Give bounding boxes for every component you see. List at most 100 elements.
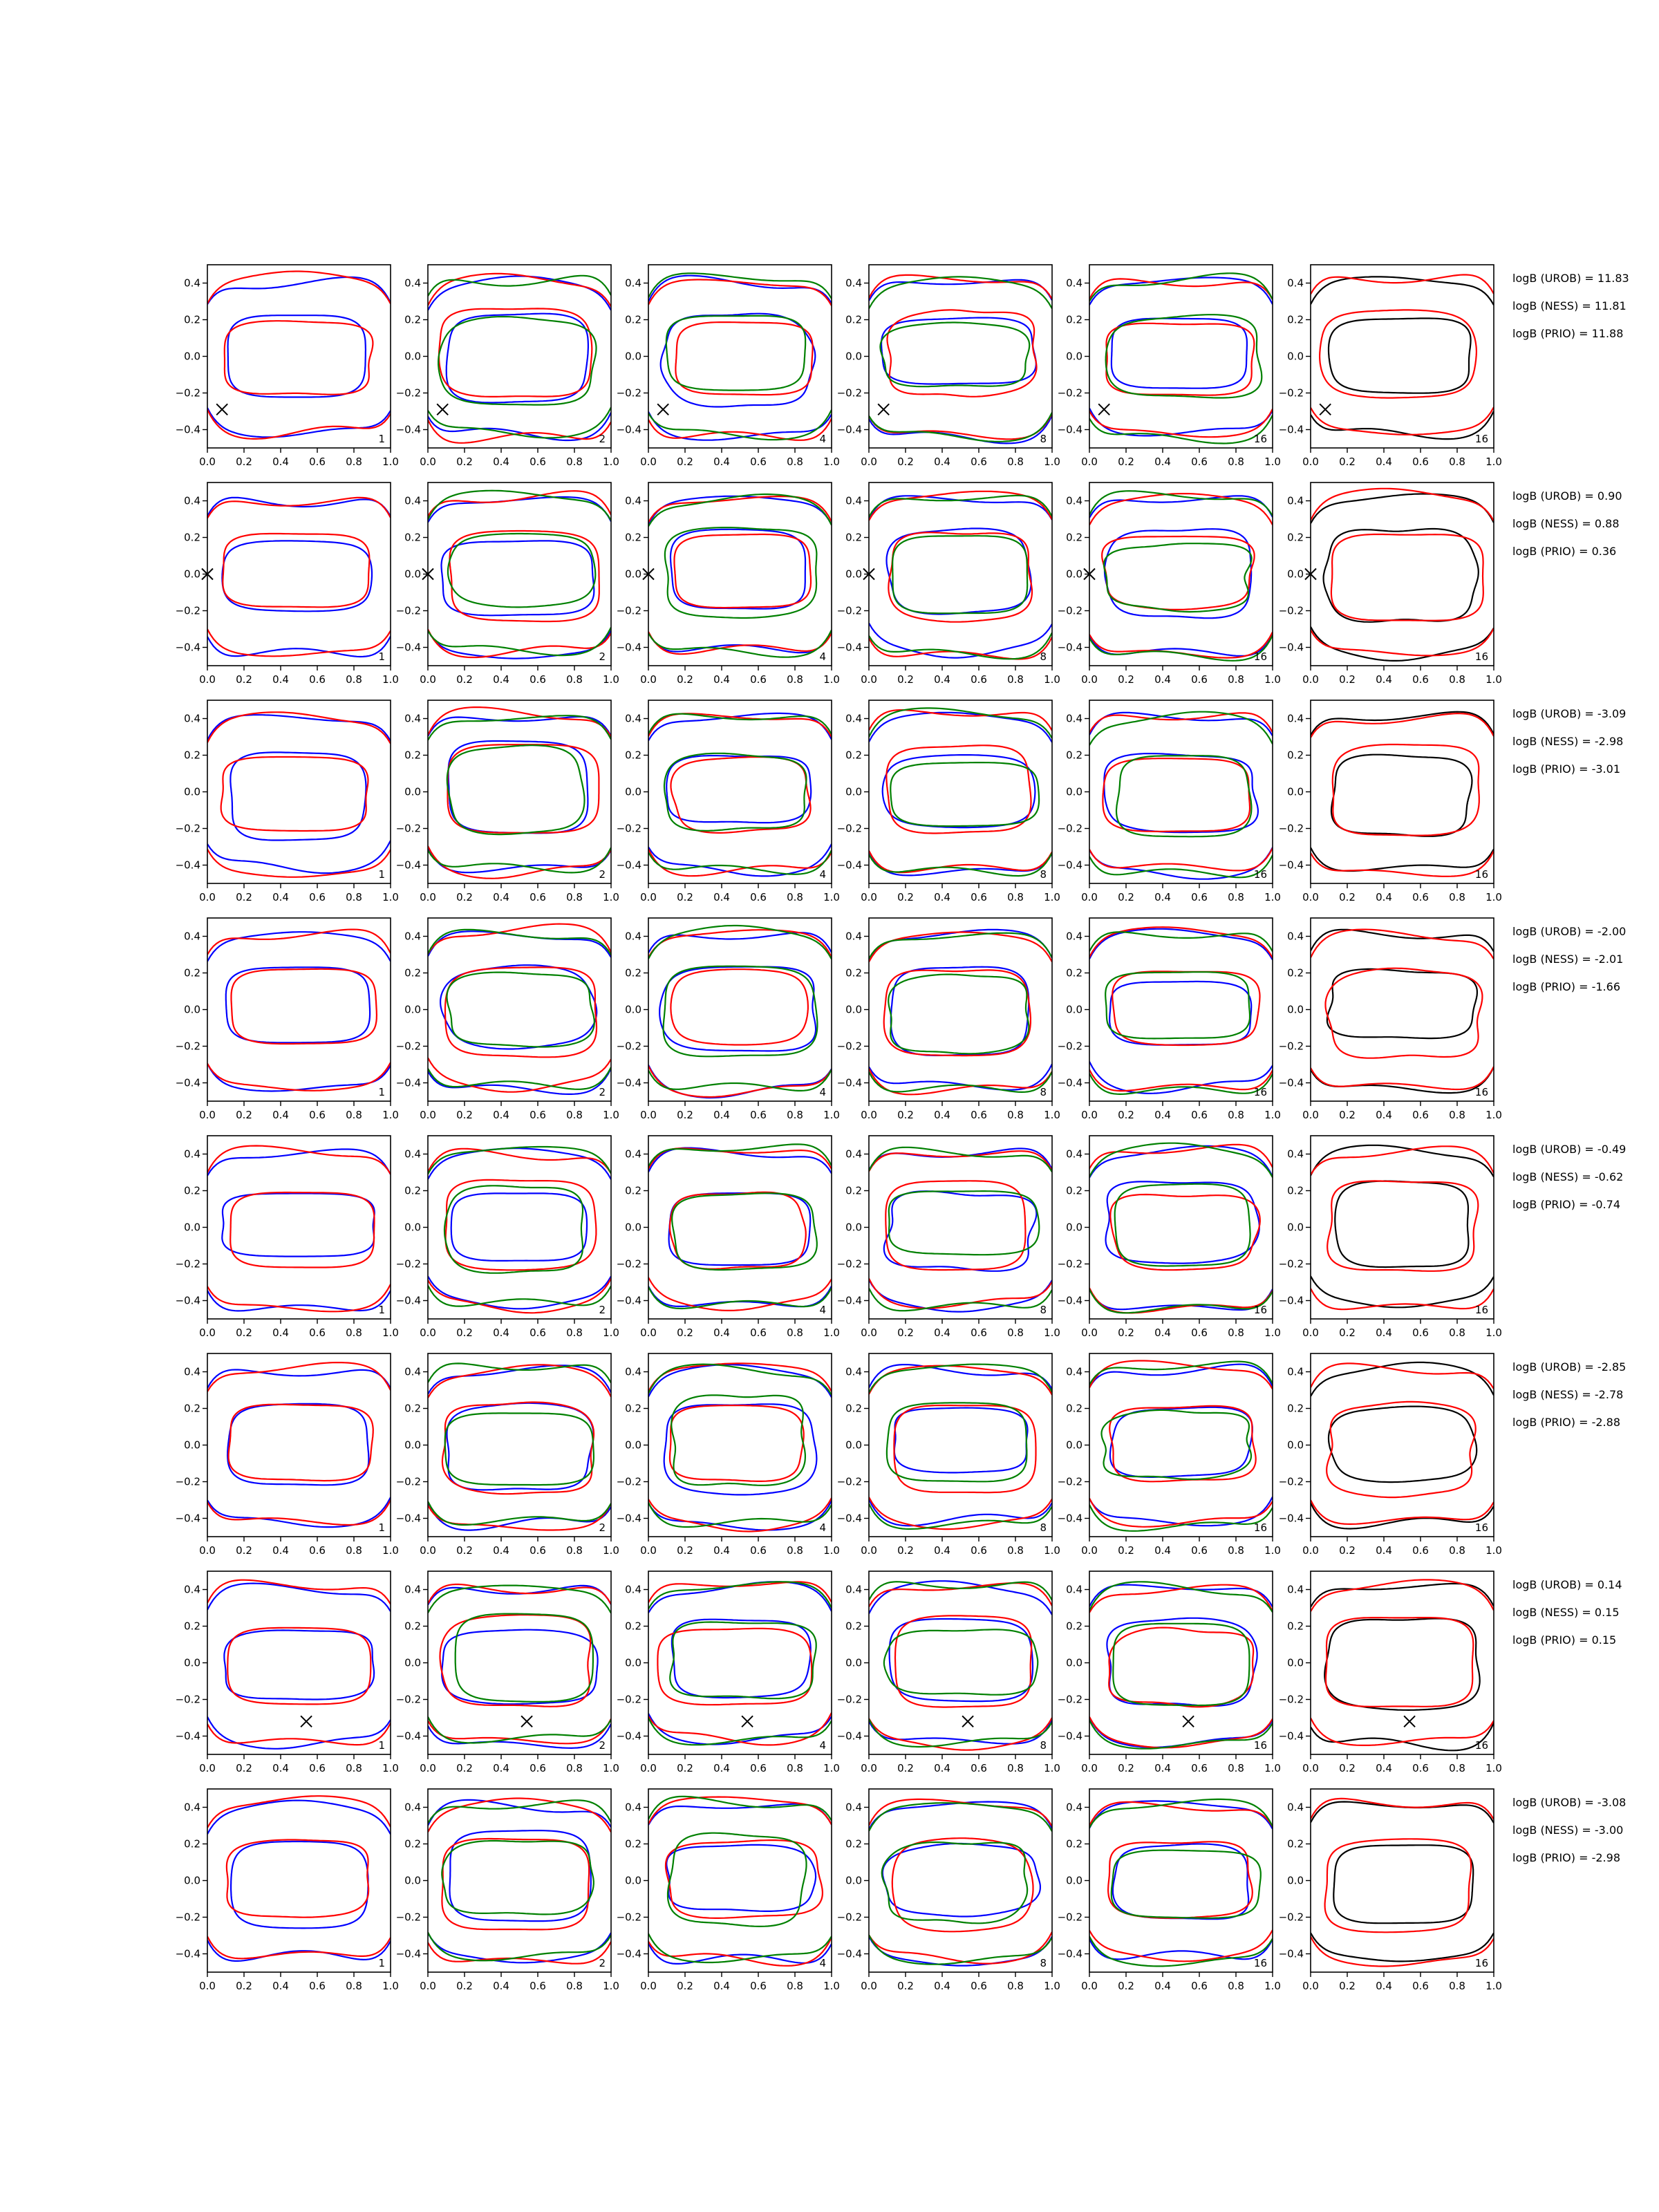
series-green-upper	[428, 1362, 611, 1384]
x-tick-label: 0.6	[529, 1762, 546, 1774]
curves	[1089, 711, 1273, 880]
curves	[1311, 1361, 1494, 1530]
y-tick-label: 0.0	[1287, 786, 1304, 798]
series-green-upper	[869, 707, 1052, 739]
series-blue-upper	[1089, 928, 1273, 961]
series-green-inner	[446, 971, 595, 1048]
series-red-inner	[885, 1180, 1027, 1271]
series-green-lower	[428, 1501, 611, 1526]
y-tick-label: −0.4	[176, 1077, 200, 1089]
series-green-upper	[869, 276, 1052, 310]
x-tick-label: 0.2	[1339, 1109, 1356, 1121]
series-green-upper	[869, 1363, 1052, 1394]
x-tick-label: 0.6	[750, 1544, 767, 1557]
x-tick-label: 1.0	[382, 1980, 399, 1992]
series-blue-lower	[428, 1932, 611, 1964]
series-black-upper	[1311, 1801, 1494, 1824]
curves	[207, 1579, 391, 1750]
series-black-inner	[1330, 753, 1473, 837]
x-tick-label: 0.2	[456, 1327, 473, 1339]
x-tick-label: 0.4	[272, 673, 289, 686]
series-blue-inner	[881, 754, 1036, 829]
x-tick-label: 0.2	[456, 1544, 473, 1557]
series-green-lower	[1089, 1288, 1273, 1314]
y-tick-label: −0.4	[837, 1512, 862, 1525]
y-tick-label: −0.2	[1058, 1258, 1082, 1271]
series-green-upper	[648, 1795, 832, 1821]
y-tick-label: −0.4	[837, 859, 862, 872]
series-green-lower	[869, 1503, 1052, 1530]
series-red-lower	[869, 1068, 1052, 1096]
y-tick-label: 0.4	[845, 277, 862, 290]
x-tick-label: 1.0	[603, 673, 619, 686]
series-green-inner	[890, 762, 1040, 827]
axes-frame	[427, 1353, 612, 1537]
subplot-r3-c4: 0.0 0.2 0.4 0.6 0.8 1.0 0.4 0.2 0.0 −0.2 −0.4 8	[837, 700, 1060, 903]
series-red-upper	[648, 929, 832, 958]
y-tick-label: −0.4	[176, 859, 200, 872]
row-annotations: logB (UROB) = 11.83 logB (NESS) = 11.81 lo…	[1512, 272, 1654, 355]
panel-number-label: 16	[1475, 1086, 1488, 1098]
x-tick-label: 0.8	[1228, 1762, 1244, 1774]
logb-annotation: logB (PRIO) = 0.36	[1512, 545, 1617, 558]
x-tick-label: 0.0	[199, 1762, 216, 1774]
x-tick-label: 0.6	[1412, 673, 1429, 686]
y-tick-label: 0.4	[845, 930, 862, 943]
logb-annotation: logB (UROB) = -2.85	[1512, 1360, 1627, 1374]
y-tick-label: 0.2	[184, 314, 200, 326]
series-green-lower	[869, 1934, 1052, 1965]
x-tick-label: 0.2	[897, 456, 914, 468]
axes-frame	[1089, 1135, 1273, 1320]
panel-number-label: 16	[1254, 1739, 1267, 1752]
y-tick-label: 0.4	[625, 495, 641, 507]
series-blue-lower	[869, 1279, 1052, 1313]
logb-annotation: logB (PRIO) = -2.98	[1512, 1851, 1620, 1864]
series-red-inner	[1327, 1180, 1479, 1272]
series-blue-inner	[447, 740, 589, 834]
x-tick-label: 0.2	[456, 891, 473, 903]
y-tick-label: 0.4	[1287, 495, 1304, 507]
y-tick-label: 0.2	[184, 749, 200, 762]
curves	[1089, 1360, 1273, 1532]
subplot-r8-c2: 0.0 0.2 0.4 0.6 0.8 1.0 0.4 0.2 0.0 −0.2 −0.4 2	[396, 1788, 619, 1992]
series-red-upper	[207, 1362, 391, 1392]
x-tick-label: 0.4	[934, 1762, 950, 1774]
axes-frame	[868, 264, 1053, 449]
series-blue-lower	[428, 847, 611, 874]
series-red-upper	[1311, 274, 1494, 295]
series-green-upper	[428, 715, 611, 741]
y-tick-label: 0.0	[404, 786, 421, 798]
series-green-upper	[1089, 490, 1273, 516]
x-tick-label: 0.0	[420, 891, 436, 903]
y-tick-label: −0.2	[176, 1476, 200, 1488]
series-blue-upper	[207, 714, 391, 742]
y-tick-label: −0.4	[1279, 1730, 1304, 1743]
series-blue-inner	[666, 1844, 817, 1912]
panel-number-label: 16	[1254, 650, 1267, 663]
series-red-lower	[207, 1499, 391, 1526]
y-tick-label: −0.2	[1058, 387, 1082, 400]
x-tick-label: 0.8	[566, 1327, 583, 1339]
series-green-inner	[1105, 314, 1263, 399]
curves	[428, 272, 611, 444]
y-tick-label: −0.4	[396, 641, 421, 654]
series-blue-inner	[445, 312, 589, 404]
y-tick-label: −0.2	[176, 823, 200, 835]
y-tick-label: −0.2	[617, 1911, 641, 1924]
series-red-upper	[1089, 1360, 1273, 1390]
logb-annotation: logB (UROB) = 0.14	[1512, 1578, 1622, 1591]
y-tick-label: −0.4	[617, 859, 641, 872]
x-tick-label: 0.2	[1118, 1980, 1134, 1992]
y-tick-label: −0.2	[176, 1040, 200, 1053]
series-green-inner	[1100, 1409, 1253, 1481]
x-tick-label: 1.0	[823, 891, 840, 903]
curves	[1089, 490, 1273, 662]
y-tick-label: 0.2	[1066, 1620, 1082, 1633]
x-tick-label: 1.0	[1264, 1109, 1281, 1121]
x-tick-label: 0.4	[713, 891, 730, 903]
x-tick-label: 0.4	[493, 891, 509, 903]
x-tick-label: 0.2	[677, 1980, 693, 1992]
x-tick-label: 1.0	[382, 1327, 399, 1339]
x-tick-label: 0.8	[787, 891, 803, 903]
marker-x	[1182, 1715, 1194, 1728]
